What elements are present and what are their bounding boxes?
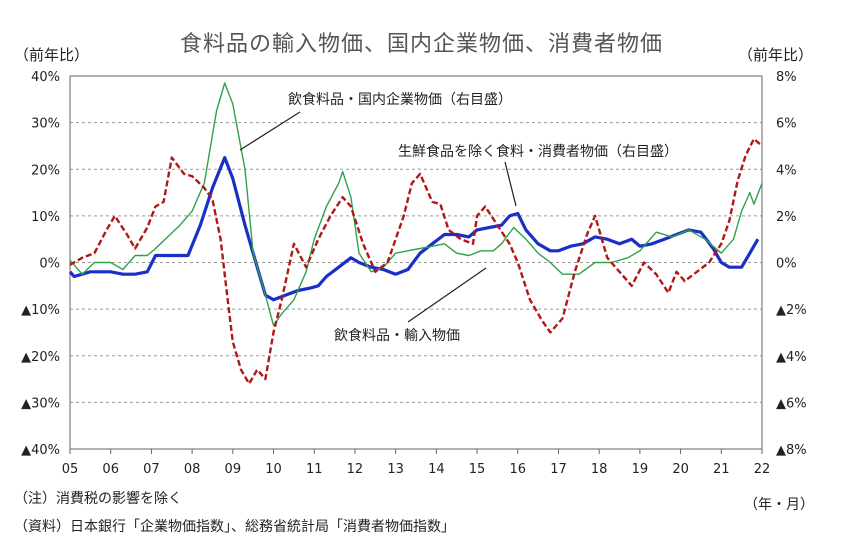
x-tick-label: 13 [387, 462, 404, 477]
right-tick-label: ▲8% [776, 443, 807, 458]
left-tick-label: 40% [31, 70, 60, 85]
annotation-label: 飲食料品・輸入物価 [334, 327, 460, 344]
x-axis-unit: （年・月） [744, 497, 814, 513]
right-tick-label: ▲2% [776, 303, 807, 318]
note-source: （資料）日本銀行「企業物価指数」、総務省統計局「消費者物価指数」 [14, 519, 455, 535]
right-tick-label: ▲4% [776, 350, 807, 365]
x-tick-label: 19 [632, 462, 649, 477]
annotation-label: 飲食料品・国内企業物価（右目盛） [288, 91, 512, 108]
right-tick-label: ▲6% [776, 396, 807, 411]
x-tick-label: 06 [102, 462, 119, 477]
plot-frame [69, 75, 763, 450]
right-tick-label: 6% [776, 117, 797, 132]
annotation-leader [407, 267, 487, 323]
left-tick-label: ▲40% [21, 443, 60, 458]
left-tick-label: ▲10% [21, 303, 60, 318]
right-tick-label: 4% [776, 163, 797, 178]
x-tick-label: 08 [184, 462, 201, 477]
left-tick-label: 30% [31, 117, 60, 132]
x-tick-label: 22 [754, 462, 771, 477]
x-tick-label: 14 [428, 462, 445, 477]
x-tick-label: 20 [672, 462, 689, 477]
note-tax: （注）消費税の影響を除く [14, 491, 182, 507]
annotation-label: 生鮮食品を除く食料・消費者物価（右目盛） [398, 143, 678, 160]
left-tick-label: ▲20% [21, 350, 60, 365]
x-tick-label: 16 [509, 462, 526, 477]
x-tick-label: 15 [469, 462, 486, 477]
x-tick-label: 18 [591, 462, 608, 477]
left-tick-label: ▲30% [21, 396, 60, 411]
x-tick-label: 12 [347, 462, 364, 477]
x-tick-label: 10 [265, 462, 282, 477]
left-tick-label: 0% [39, 257, 60, 272]
x-tick-label: 21 [713, 462, 730, 477]
right-axis-unit: （前年比） [738, 46, 814, 64]
left-axis-unit: （前年比） [14, 46, 90, 64]
right-tick-label: 8% [776, 70, 797, 85]
annotation-leader [239, 111, 301, 151]
x-tick-label: 09 [225, 462, 242, 477]
x-tick-label: 07 [143, 462, 160, 477]
right-tick-label: 2% [776, 210, 797, 225]
series-line-1 [68, 156, 760, 302]
series-line-3 [69, 137, 763, 385]
x-tick-label: 05 [62, 462, 79, 477]
left-tick-label: 20% [31, 163, 60, 178]
right-tick-label: 0% [776, 257, 797, 272]
chart-title: 食料品の輸入物価、国内企業物価、消費者物価 [179, 32, 663, 57]
x-tick-label: 17 [550, 462, 567, 477]
series-line-2 [69, 82, 763, 327]
x-tick-label: 11 [306, 462, 323, 477]
left-tick-label: 10% [31, 210, 60, 225]
annotation-leader [504, 161, 517, 207]
